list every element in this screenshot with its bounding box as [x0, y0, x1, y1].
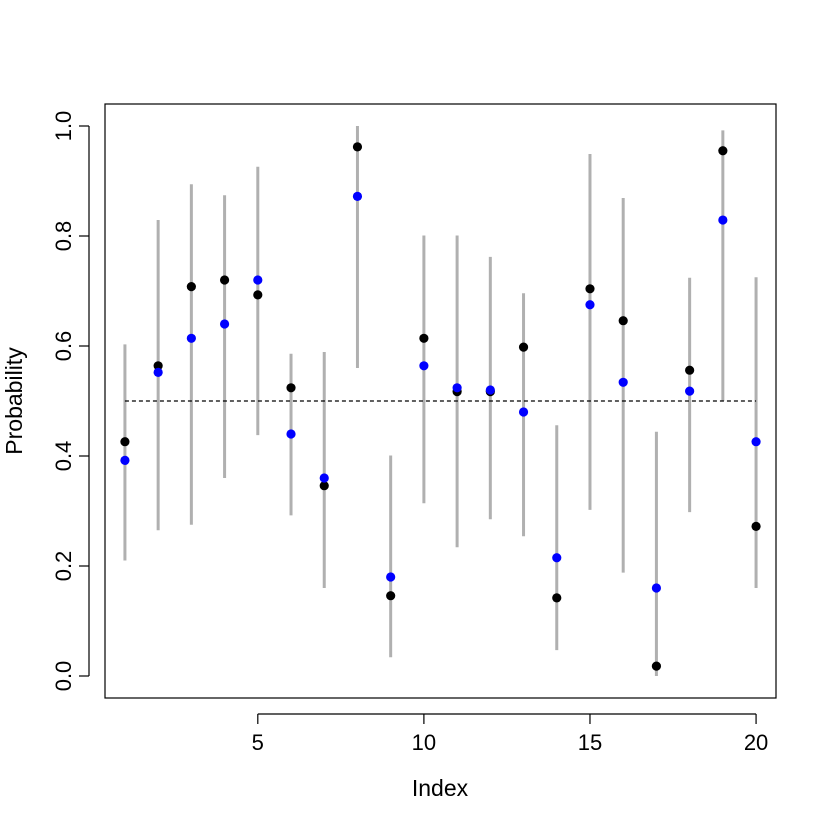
data-point [386, 572, 396, 582]
x-tick-label: 5 [252, 730, 264, 755]
data-point [651, 661, 662, 671]
data-point [552, 553, 562, 563]
plot-frame [104, 103, 777, 699]
x-tick-label: 20 [744, 730, 768, 755]
data-point [286, 429, 296, 439]
data-point [153, 361, 163, 371]
y-tick-label: 0.0 [51, 661, 76, 692]
y-tick-label: 0.2 [51, 551, 76, 582]
data-point [186, 282, 196, 292]
y-axis: 0.0 0.2 0.4 0.6 0.8 1.0 [51, 111, 90, 692]
x-axis: 5 10 15 20 [252, 713, 768, 755]
y-tick-label: 1.0 [51, 111, 76, 142]
data-point [286, 383, 296, 393]
data-point [153, 367, 163, 377]
data-point [120, 437, 130, 447]
data-point [518, 342, 529, 352]
data-point [618, 377, 628, 387]
y-tick-label: 0.6 [51, 331, 76, 362]
data-point [751, 437, 761, 447]
data-point [718, 146, 728, 156]
data-point [120, 455, 130, 465]
data-point [618, 316, 628, 326]
data-point [718, 215, 728, 225]
data-point [186, 333, 196, 343]
data-point [419, 361, 429, 371]
y-tick-label: 0.8 [51, 221, 76, 252]
x-tick-label: 10 [412, 730, 436, 755]
data-point [419, 333, 429, 343]
data-points [120, 142, 761, 671]
data-point [552, 593, 562, 603]
y-tick-label: 0.4 [51, 441, 76, 472]
data-point [319, 481, 329, 491]
data-point [651, 583, 662, 593]
data-point [319, 473, 329, 483]
data-point [219, 319, 230, 329]
x-axis-label: Index [412, 775, 469, 801]
data-point [585, 284, 595, 294]
data-point [352, 191, 363, 201]
data-point [685, 365, 695, 375]
data-point [485, 385, 495, 395]
data-point [685, 386, 695, 396]
data-point [253, 275, 263, 285]
data-point [518, 407, 529, 417]
x-tick-label: 15 [578, 730, 602, 755]
data-point [386, 591, 396, 601]
data-point [452, 383, 462, 393]
y-axis-label: Probability [1, 347, 27, 455]
data-point [219, 275, 230, 285]
data-point [253, 290, 263, 300]
data-point [585, 300, 595, 310]
data-point [352, 142, 363, 152]
data-point [751, 521, 761, 532]
